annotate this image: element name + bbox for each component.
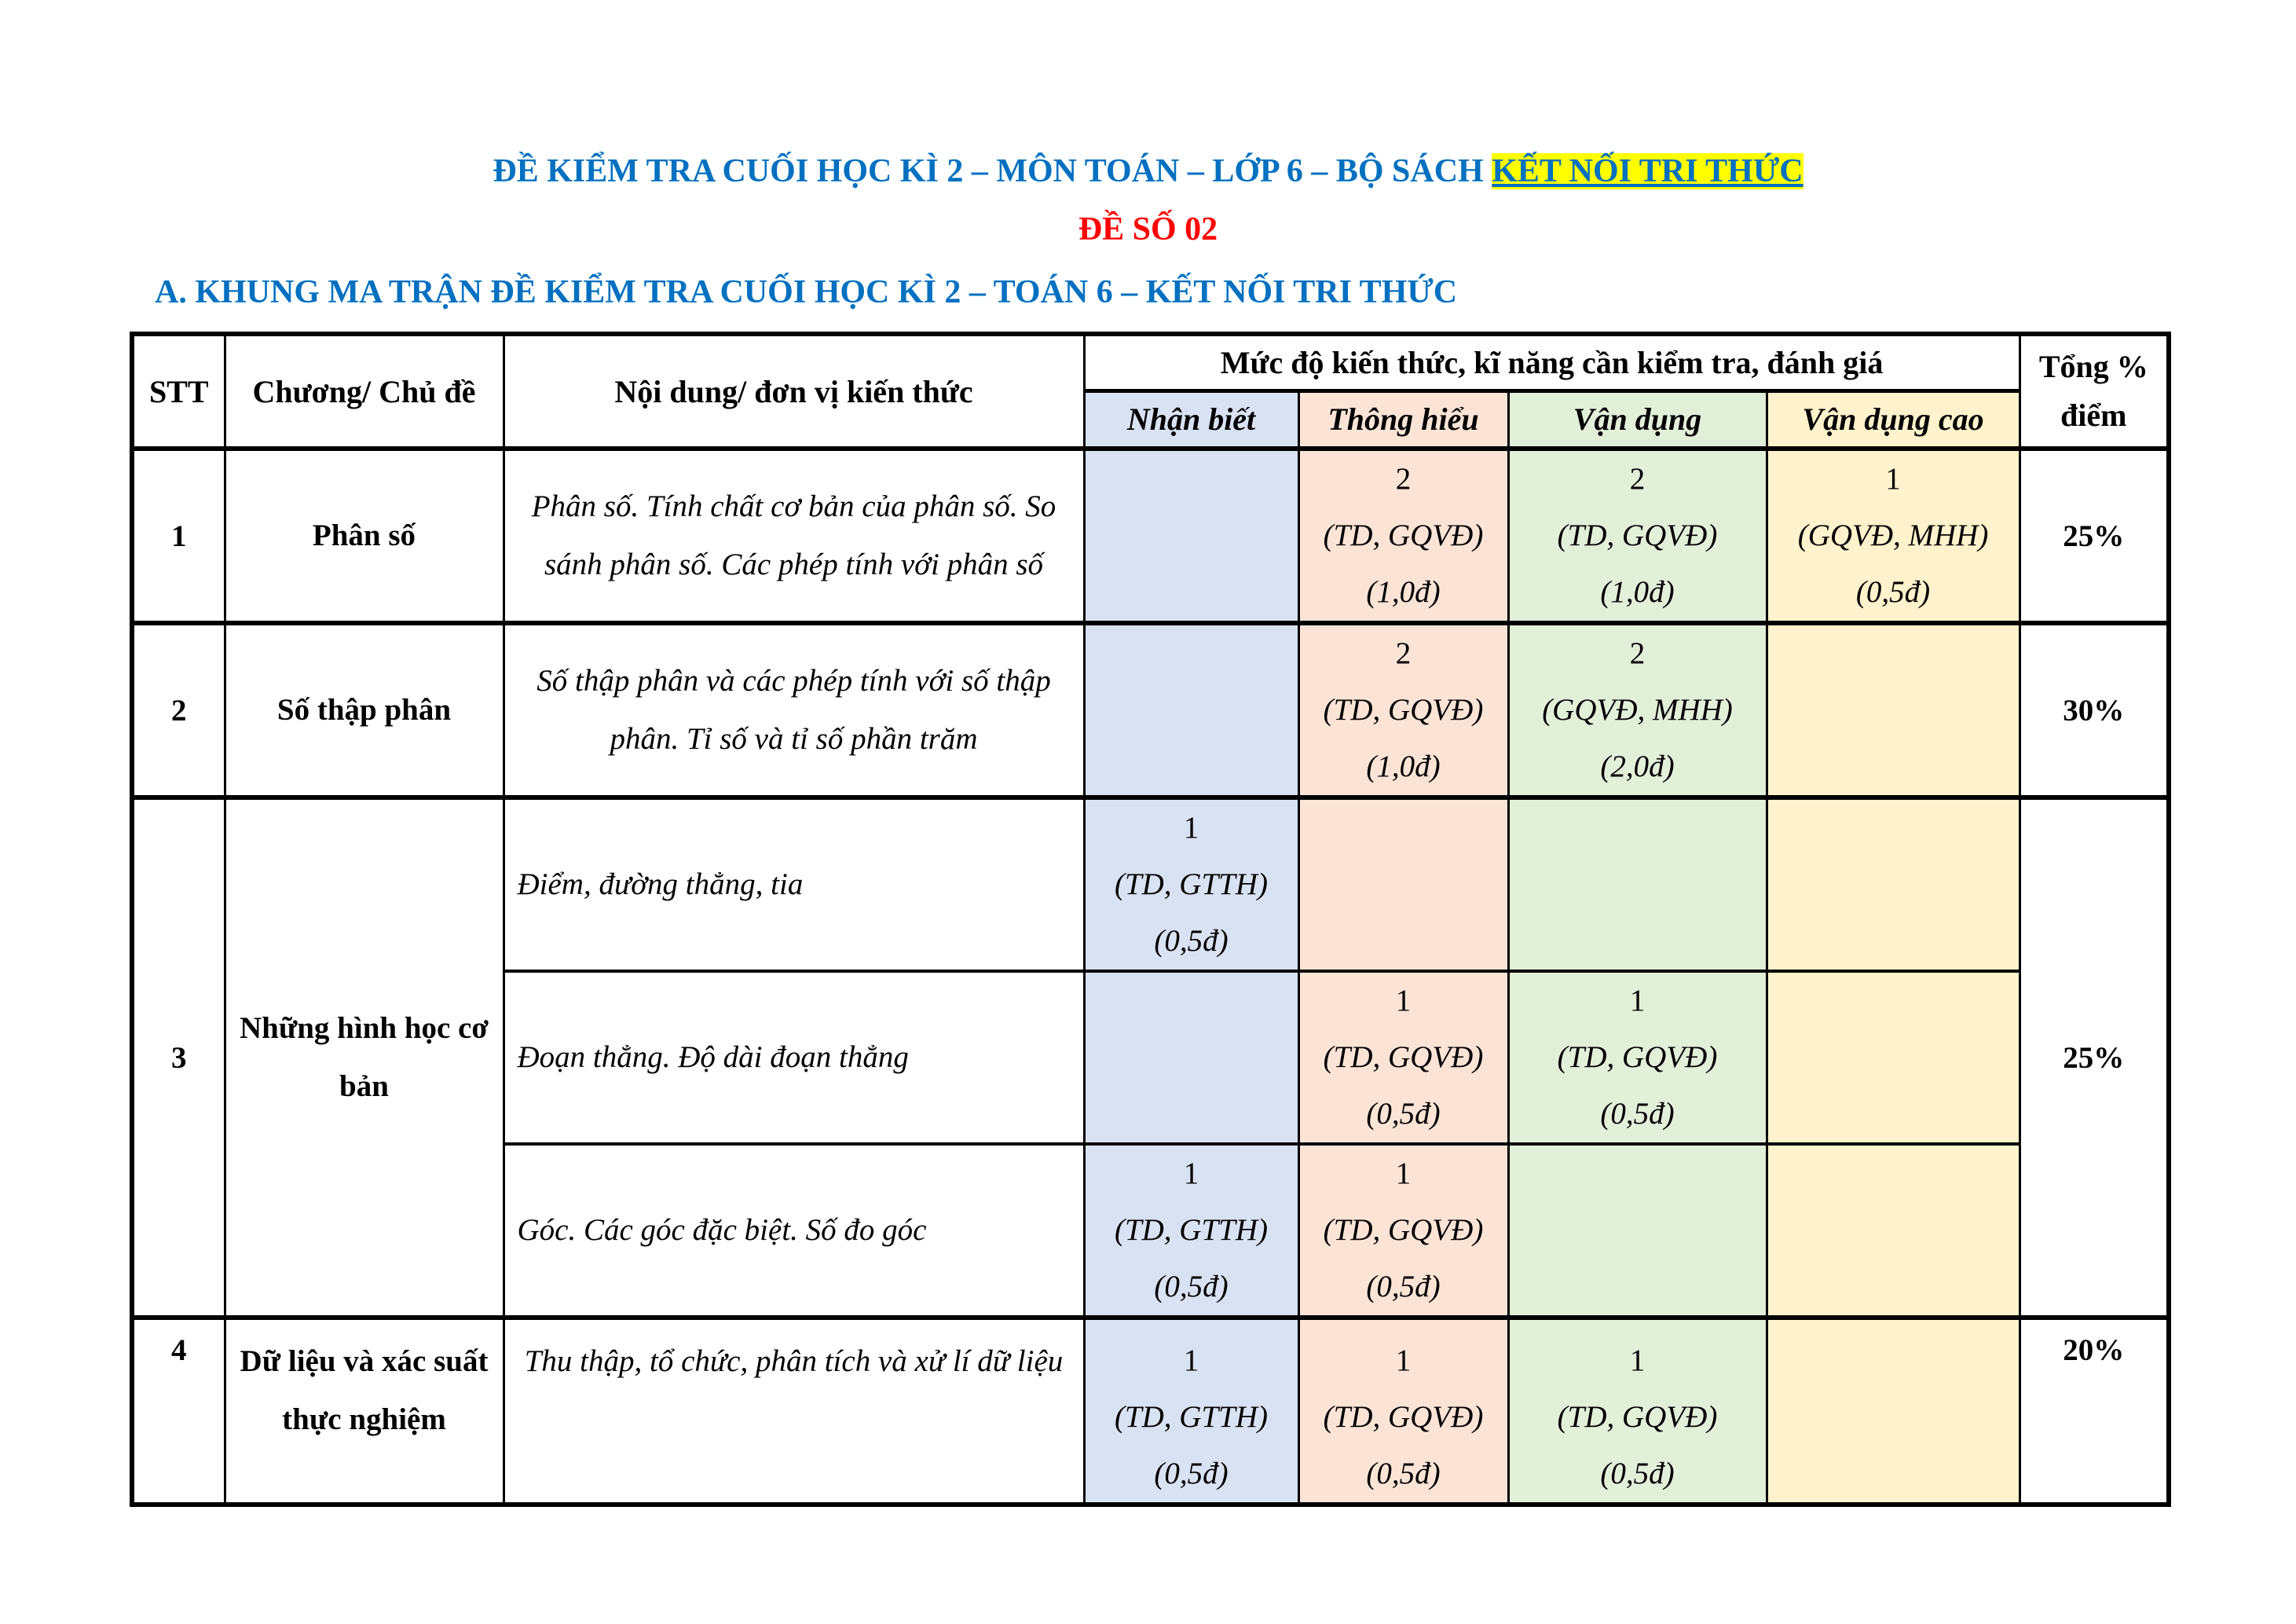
points-value: (0,5đ) [1154, 924, 1229, 958]
header-content: Nội dung/ đơn vị kiến thức [502, 332, 1086, 450]
points-value: (0,5đ) [1600, 1097, 1675, 1131]
row3-chapter: Những hình học cơ bản [223, 795, 505, 1319]
skill-codes: (TD, GTTH) [1114, 1400, 1269, 1434]
skill-codes: (TD, GQVĐ) [1323, 693, 1484, 727]
row2-cell-van-dung: 2 (GQVĐ, MHH) (2,0đ) [1507, 621, 1768, 799]
row2-stt: 2 [130, 621, 226, 799]
points-value: (0,5đ) [1366, 1097, 1441, 1131]
row1-cell-van-dung: 2 (TD, GQVĐ) (1,0đ) [1507, 446, 1768, 625]
skill-codes: (TD, GQVĐ) [1323, 519, 1484, 552]
row3-total-percent: 25% [2018, 795, 2170, 1319]
row4-cell-van-dung: 1 (TD, GQVĐ) (0,5đ) [1507, 1315, 1768, 1506]
row2-total-percent: 30% [2018, 621, 2170, 799]
question-count: 1 [1629, 1344, 1646, 1377]
row4-cell-nhan-biet: 1 (TD, GTTH) (0,5đ) [1082, 1315, 1300, 1506]
row3c-cell-thong-hieu: 1 (TD, GQVĐ) (0,5đ) [1297, 1142, 1510, 1319]
skill-codes: (TD, GQVĐ) [1323, 1400, 1484, 1434]
row4-cell-thong-hieu: 1 (TD, GQVĐ) (0,5đ) [1297, 1315, 1510, 1506]
question-count: 1 [1629, 984, 1646, 1017]
row4-cell-van-dung-cao [1765, 1315, 2021, 1506]
points-value: (2,0đ) [1600, 750, 1675, 783]
exam-matrix-table: STT Chương/ Chủ đề Nội dung/ đơn vị kiến… [130, 332, 2172, 1507]
question-count: 1 [1183, 1344, 1199, 1377]
points-value: (1,0đ) [1600, 575, 1675, 609]
document-page: ĐỀ KIỂM TRA CUỐI HỌC KÌ 2 – MÔN TOÁN – L… [130, 0, 2172, 1507]
row3a-cell-van-dung [1507, 795, 1768, 973]
row1-content: Phân số. Tính chất cơ bản của phân số. S… [502, 446, 1086, 625]
row2-cell-nhan-biet [1082, 621, 1300, 799]
row3c-cell-van-dung [1507, 1142, 1768, 1319]
exam-number-subtitle: ĐỀ SỐ 02 [1078, 211, 1218, 247]
points-value: (0,5đ) [1366, 1457, 1441, 1490]
page-title: ĐỀ KIỂM TRA CUỐI HỌC KÌ 2 – MÔN TOÁN – L… [130, 151, 2166, 192]
skill-codes: (TD, GQVĐ) [1557, 1040, 1718, 1074]
row2-chapter: Số thập phân [223, 621, 505, 799]
page-title-text: ĐỀ KIỂM TRA CUỐI HỌC KÌ 2 – MÔN TOÁN – L… [493, 153, 1492, 189]
row3b-cell-van-dung: 1 (TD, GQVĐ) (0,5đ) [1507, 970, 1768, 1146]
row3b-content: Đoạn thẳng. Độ dài đoạn thẳng [502, 970, 1086, 1146]
header-total-line2: điểm [2060, 398, 2127, 433]
row3a-cell-van-dung-cao [1765, 795, 2021, 973]
row3b-cell-nhan-biet [1082, 970, 1300, 1146]
skill-codes: (GQVĐ, MHH) [1797, 519, 1989, 552]
question-count: 1 [1885, 462, 1901, 496]
question-count: 1 [1183, 1157, 1199, 1190]
header-level-van-dung: Vận dụng [1507, 388, 1768, 450]
section-heading: A. KHUNG MA TRẬN ĐỀ KIỂM TRA CUỐI HỌC KÌ… [155, 274, 1458, 310]
question-count: 1 [1183, 811, 1199, 845]
points-value: (1,0đ) [1366, 575, 1441, 609]
skill-codes: (TD, GTTH) [1114, 867, 1269, 901]
row3-stt: 3 [130, 795, 226, 1319]
header-stt: STT [130, 332, 226, 450]
row1-cell-nhan-biet [1082, 446, 1300, 625]
question-count: 2 [1629, 636, 1646, 670]
row2-cell-thong-hieu: 2 (TD, GQVĐ) (1,0đ) [1297, 621, 1510, 799]
page-title-highlight: KẾT NỐI TRI THỨC [1492, 153, 1803, 189]
skill-codes: (GQVĐ, MHH) [1542, 693, 1733, 727]
question-count: 2 [1395, 462, 1412, 496]
row1-stt: 1 [130, 446, 226, 625]
row3a-content: Điểm, đường thẳng, tia [502, 795, 1086, 973]
row3a-cell-thong-hieu [1297, 795, 1510, 973]
row2-cell-van-dung-cao [1765, 621, 2021, 799]
header-chapter: Chương/ Chủ đề [223, 332, 505, 450]
row1-total-percent: 25% [2018, 446, 2170, 625]
header-level-van-dung-cao: Vận dụng cao [1765, 388, 2021, 450]
skill-codes: (TD, GQVĐ) [1557, 1400, 1718, 1434]
points-value: (0,5đ) [1366, 1270, 1441, 1303]
points-value: (0,5đ) [1154, 1270, 1229, 1303]
row4-chapter: Dữ liệu và xác suất thực nghiệm [223, 1315, 505, 1506]
row4-total-percent: 20% [2018, 1315, 2170, 1506]
points-value: (0,5đ) [1855, 575, 1931, 609]
skill-codes: (TD, GTTH) [1114, 1213, 1269, 1247]
row4-stt: 4 [130, 1315, 226, 1506]
row1-cell-thong-hieu: 2 (TD, GQVĐ) (1,0đ) [1297, 446, 1510, 625]
question-count: 2 [1395, 636, 1412, 670]
row3a-cell-nhan-biet: 1 (TD, GTTH) (0,5đ) [1082, 795, 1300, 973]
row3b-cell-thong-hieu: 1 (TD, GQVĐ) (0,5đ) [1297, 970, 1510, 1146]
points-value: (0,5đ) [1600, 1457, 1675, 1490]
question-count: 2 [1629, 462, 1646, 496]
points-value: (1,0đ) [1366, 750, 1441, 783]
row2-content: Số thập phân và các phép tính với số thậ… [502, 621, 1086, 799]
header-total-line1: Tổng % [2038, 349, 2148, 384]
header-level-nhan-biet: Nhận biết [1082, 388, 1300, 450]
question-count: 1 [1395, 1157, 1412, 1190]
header-levels-group: Mức độ kiến thức, kĩ năng cần kiểm tra, … [1082, 332, 2021, 392]
row1-chapter: Phân số [223, 446, 505, 625]
header-level-thong-hieu: Thông hiểu [1297, 388, 1510, 450]
row3c-cell-van-dung-cao [1765, 1142, 2021, 1319]
points-value: (0,5đ) [1154, 1457, 1229, 1490]
row1-cell-van-dung-cao: 1 (GQVĐ, MHH) (0,5đ) [1765, 446, 2021, 625]
row3c-content: Góc. Các góc đặc biệt. Số đo góc [502, 1142, 1086, 1319]
skill-codes: (TD, GQVĐ) [1323, 1213, 1484, 1247]
question-count: 1 [1395, 984, 1412, 1017]
row3b-cell-van-dung-cao [1765, 970, 2021, 1146]
question-count: 1 [1395, 1344, 1412, 1377]
row3c-cell-nhan-biet: 1 (TD, GTTH) (0,5đ) [1082, 1142, 1300, 1319]
header-total-percent: Tổng % điểm [2018, 332, 2170, 450]
row4-content: Thu thập, tổ chức, phân tích và xử lí dữ… [502, 1315, 1086, 1506]
skill-codes: (TD, GQVĐ) [1323, 1040, 1484, 1074]
skill-codes: (TD, GQVĐ) [1557, 519, 1718, 552]
